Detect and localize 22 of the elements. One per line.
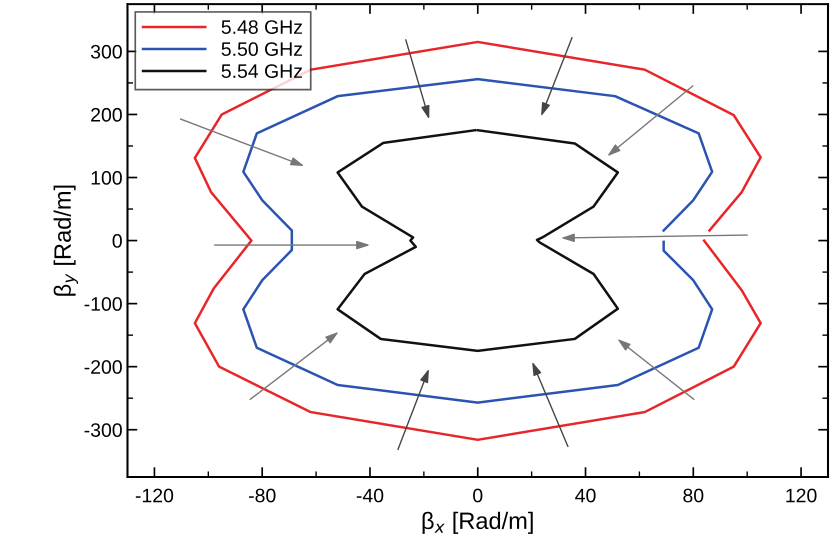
x-tick-label: 0 <box>473 488 482 502</box>
y-axis-title: β$_{y}$ [Rad/m] <box>54 186 78 296</box>
line-series <box>194 40 762 442</box>
x-tick-label: -40 <box>356 488 384 502</box>
y-tick-label: 300 <box>90 44 122 59</box>
y-tick-label: 100 <box>92 170 122 185</box>
x-tick-label: 40 <box>575 488 596 502</box>
legend-label: 5.48 GHz <box>222 20 302 34</box>
x-tick-label: -80 <box>249 488 276 502</box>
y-tick-label: 200 <box>91 108 122 122</box>
y-tick-label: -300 <box>84 423 122 437</box>
y-tick-label: 0 <box>112 234 122 248</box>
x-tick-label: 80 <box>683 488 704 502</box>
line-series <box>336 128 620 352</box>
x-axis-title: β$_{x}$ [Rad/m] <box>422 512 533 534</box>
x-tick-label: 120 <box>786 488 817 502</box>
x-tick-label: -120 <box>136 488 174 502</box>
legend-label: 5.50 GHz <box>222 42 302 56</box>
y-tick-label: -200 <box>84 360 122 374</box>
legend-label: 5.54 GHz <box>222 64 302 78</box>
line-series <box>242 78 714 404</box>
y-tick-label: -100 <box>84 297 122 311</box>
